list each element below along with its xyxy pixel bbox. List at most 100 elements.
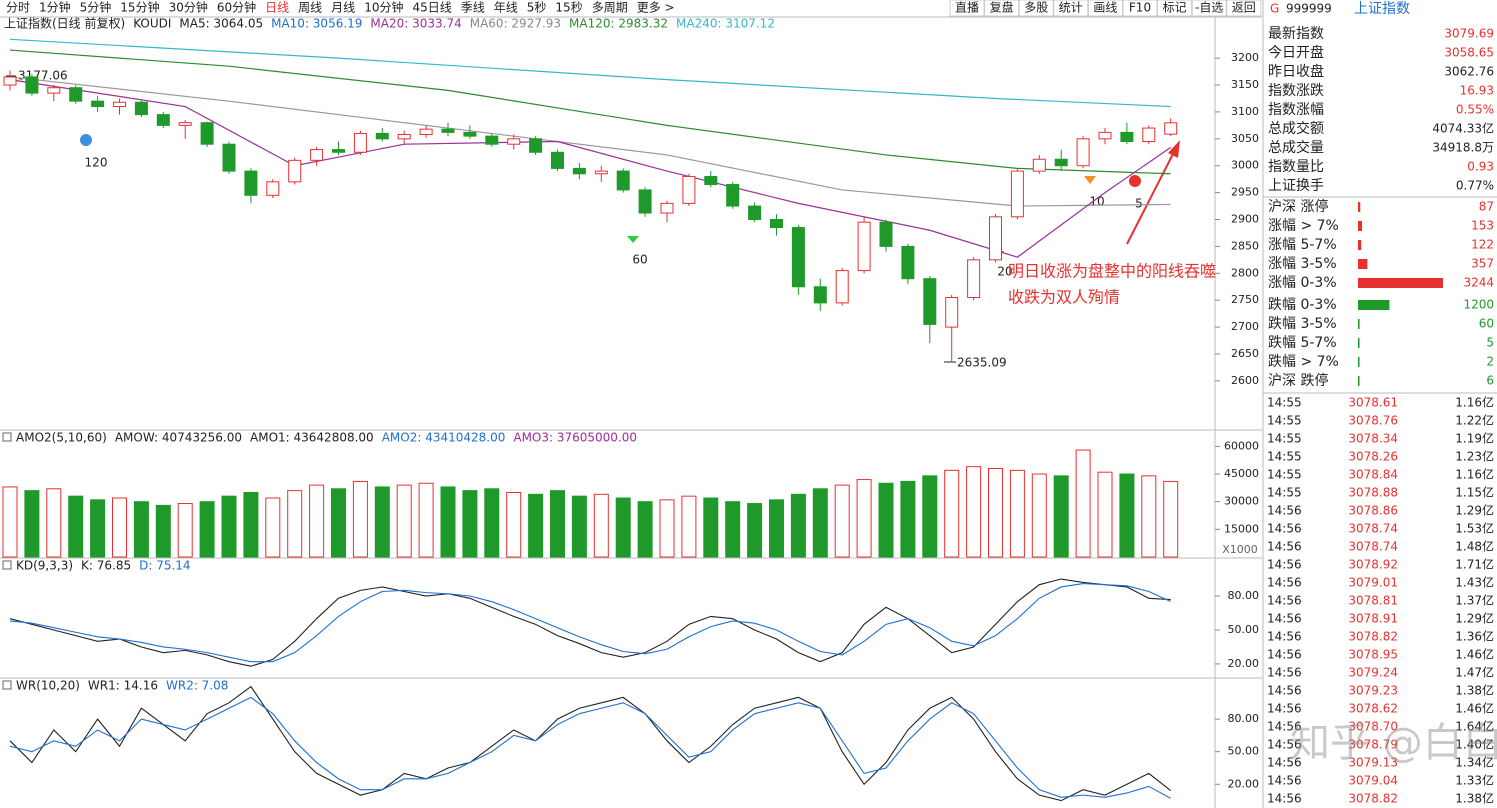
tick-amount: 1.48亿 (1455, 539, 1494, 554)
tool-label[interactable]: 返回 (1232, 1, 1256, 15)
period-tab[interactable]: 季线 (461, 1, 485, 15)
volume-bar (900, 480, 916, 558)
distribution-value: 60 (1479, 317, 1494, 331)
volume-bar (1097, 471, 1113, 558)
tool-button[interactable] (1226, 0, 1262, 17)
distribution-value: 3244 (1463, 276, 1494, 290)
period-tab[interactable]: 年线 (494, 1, 518, 15)
candle-body (507, 138, 521, 145)
period-tab[interactable]: 分时 (6, 1, 30, 15)
volume-bar (944, 469, 960, 558)
tick-price: 3078.26 (1348, 450, 1398, 464)
tick-time: 14:56 (1267, 720, 1302, 734)
signal-marker (80, 134, 92, 146)
low-label: 2635.09 (957, 356, 1007, 370)
y-tick-label: 45000 (1224, 467, 1259, 480)
tool-button[interactable] (1157, 0, 1193, 17)
candle-body (638, 189, 652, 214)
tool-button[interactable] (1053, 0, 1089, 17)
volume-bar (1053, 475, 1069, 558)
tool-label[interactable]: 画线 (1093, 1, 1117, 15)
tool-label[interactable]: 复盘 (990, 0, 1014, 15)
indicator-label: D: 75.14 (139, 559, 190, 573)
period-tab[interactable]: 5分钟 (80, 0, 112, 15)
distribution-label: 涨幅 0-3% (1268, 275, 1337, 291)
period-tab[interactable]: 30分钟 (169, 0, 208, 15)
tool-label[interactable]: 标记 (1163, 1, 1187, 15)
candle-body (594, 170, 608, 175)
tool-label[interactable]: 直播 (955, 1, 979, 15)
index-name: 上证指数 (1354, 1, 1410, 17)
period-tab[interactable]: 5秒 (527, 1, 547, 15)
candle-body (485, 135, 499, 145)
quote-value: 3079.69 (1444, 27, 1494, 41)
tick-amount: 1.37亿 (1455, 593, 1494, 608)
quote-label: 总成交量 (1268, 139, 1324, 156)
period-tab[interactable]: 周线 (298, 1, 322, 15)
candle-body (923, 278, 937, 325)
tool-label[interactable]: 多股 (1024, 1, 1048, 15)
period-tab[interactable]: 60分钟 (217, 0, 256, 15)
volume-bar (1119, 473, 1135, 558)
candle-body (813, 286, 827, 304)
period-tab[interactable]: 10分钟 (364, 0, 403, 15)
period-tab[interactable]: 月线 (331, 1, 355, 15)
annotation: 收跌为双人殉情 (1008, 288, 1120, 307)
candle-body (726, 184, 740, 207)
tool-button[interactable] (1018, 0, 1054, 17)
candle-body (945, 297, 959, 328)
volume-bar (112, 497, 127, 558)
distribution-value: 6 (1486, 374, 1494, 388)
distribution-label: 涨幅 5-7% (1268, 237, 1337, 253)
tool-label[interactable]: F10 (1129, 1, 1151, 15)
volume-bar (790, 493, 806, 558)
tool-button[interactable] (1191, 0, 1227, 17)
tick-time: 14:55 (1267, 432, 1302, 446)
period-tab[interactable]: 日线 (265, 1, 289, 15)
y-tick-label: 2900 (1231, 213, 1259, 226)
marker-label: 5 (1135, 197, 1143, 211)
tool-button[interactable] (1122, 0, 1158, 17)
y-tick-label: 50.00 (1228, 745, 1260, 758)
tick-amount: 1.46亿 (1455, 647, 1494, 662)
tick-amount: 1.36亿 (1455, 629, 1494, 644)
tool-label[interactable]: -自选 (1195, 1, 1223, 15)
volume-bar (68, 495, 84, 558)
period-tab[interactable]: 15秒 (555, 1, 582, 15)
distribution-value: 153 (1471, 219, 1494, 233)
indicator-label: MA120: 2983.32 (569, 17, 668, 31)
period-tab[interactable]: 1分钟 (39, 0, 71, 15)
distribution-bar (1358, 338, 1360, 348)
period-tab[interactable]: 45日线 (412, 1, 451, 15)
candle-body (551, 151, 564, 169)
period-tab[interactable]: 15分钟 (120, 0, 159, 15)
tool-button[interactable] (949, 0, 985, 17)
ma-line (9, 38, 1171, 108)
distribution-label: 跌幅 0-3% (1268, 297, 1337, 313)
tool-button[interactable] (1087, 0, 1123, 17)
candle-body (47, 87, 61, 94)
candle-body (353, 132, 367, 153)
candle-body (332, 149, 345, 153)
marker-label: 20 (997, 265, 1012, 279)
distribution-label: 沪深 涨停 (1268, 198, 1328, 215)
volume-bar (681, 495, 697, 558)
indicator-label: WR1: 14.16 (88, 679, 158, 693)
tool-label[interactable]: 统计 (1059, 1, 1083, 15)
volume-bar (637, 501, 653, 558)
tick-price: 3078.84 (1348, 468, 1398, 482)
period-tab[interactable]: 更多 > (637, 1, 675, 15)
volume-bar (834, 484, 850, 558)
indicator-label: AMO3: 37605000.00 (513, 431, 637, 445)
tool-button[interactable] (984, 0, 1020, 17)
distribution-value: 357 (1471, 257, 1494, 271)
marker-label: 120 (85, 156, 108, 170)
candle-body (310, 149, 324, 161)
volume-bar (856, 479, 872, 558)
candle-body (178, 122, 192, 126)
y-tick-label: 2650 (1231, 347, 1259, 360)
volume-bar (396, 484, 412, 558)
tick-price: 3079.01 (1348, 576, 1398, 590)
period-tab[interactable]: 多周期 (592, 1, 628, 15)
